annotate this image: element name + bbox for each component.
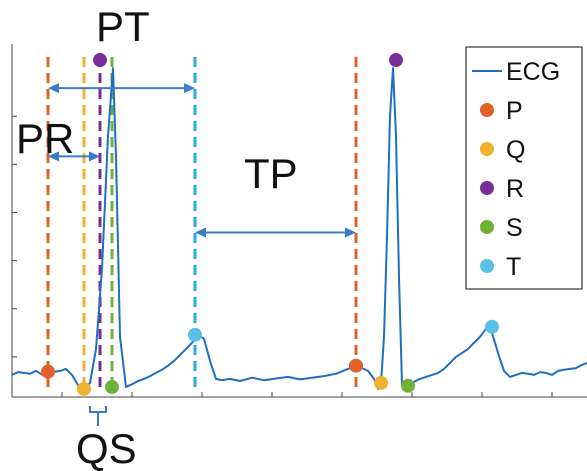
qs-bracket [89, 406, 107, 426]
ecg-series [11, 67, 587, 390]
marker-r [93, 53, 107, 68]
legend-box [465, 46, 583, 290]
interval-guide-lines [46, 57, 358, 392]
legend-swatch-q [480, 142, 494, 156]
interval-pr-arrowhead [48, 151, 59, 162]
label-tp: TP [244, 150, 298, 197]
marker-t [188, 327, 202, 342]
interval-arrows: PT PR TP QS [16, 3, 356, 471]
interval-tp-arrowhead [345, 227, 356, 238]
marker-p [349, 358, 363, 373]
legend-swatch-p [480, 103, 494, 117]
legend-label-t: T [506, 253, 521, 281]
axes [11, 44, 587, 398]
label-qs: QS [76, 425, 137, 471]
legend-label-ecg: ECG [506, 58, 560, 86]
interval-tp-arrowhead [195, 227, 206, 238]
marker-q [77, 381, 91, 396]
legend-swatch-r [480, 181, 494, 195]
interval-pr-arrowhead [89, 151, 100, 162]
label-pt: PT [96, 3, 150, 50]
ecg-line [11, 67, 587, 390]
legend-swatch-t [480, 259, 494, 273]
marker-p [41, 364, 55, 379]
interval-pt-arrowhead [48, 83, 59, 94]
marker-s [401, 378, 415, 393]
marker-q [374, 375, 388, 390]
legend-label-q: Q [506, 136, 525, 164]
interval-pt-arrowhead [184, 83, 195, 94]
marker-r [389, 53, 403, 68]
wave-point-markers [41, 53, 499, 396]
marker-s [105, 379, 119, 394]
legend-swatch-s [480, 220, 494, 234]
label-pr: PR [16, 115, 74, 162]
legend-label-p: P [506, 97, 523, 125]
marker-t [485, 319, 499, 334]
legend-label-s: S [506, 214, 523, 242]
legend-label-r: R [506, 175, 524, 203]
